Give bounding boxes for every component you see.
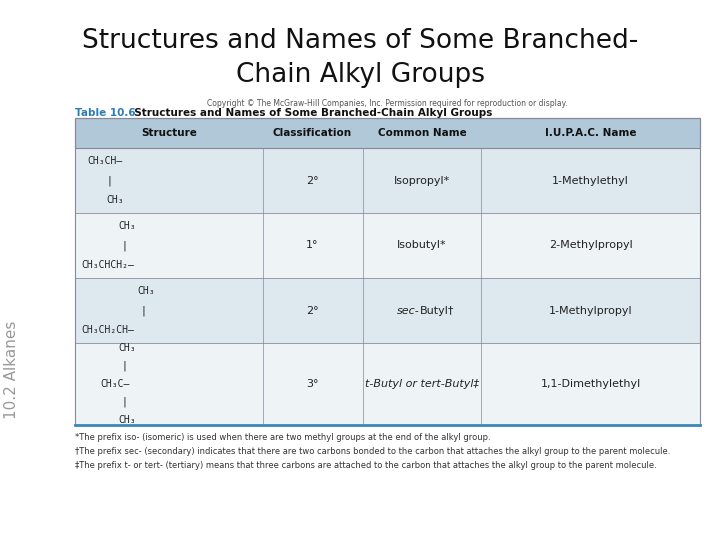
Text: 3°: 3° xyxy=(306,379,319,389)
Text: Common Name: Common Name xyxy=(377,128,467,138)
Text: |: | xyxy=(107,176,112,186)
Text: Structures and Names of Some Branched-: Structures and Names of Some Branched- xyxy=(82,28,638,54)
Bar xyxy=(75,148,700,213)
Text: CH₃: CH₃ xyxy=(138,286,155,296)
Text: 1-Methylethyl: 1-Methylethyl xyxy=(552,176,629,186)
Text: sec-: sec- xyxy=(397,306,420,315)
Text: CH₃: CH₃ xyxy=(119,221,136,231)
Text: |: | xyxy=(122,240,127,251)
Text: |: | xyxy=(122,397,127,407)
Text: 2°: 2° xyxy=(306,176,319,186)
Bar xyxy=(75,118,700,148)
Text: 2°: 2° xyxy=(306,306,319,315)
Text: Classification: Classification xyxy=(273,128,352,138)
Text: 10.2 Alkanes: 10.2 Alkanes xyxy=(4,321,19,419)
Text: ‡The prefix t- or tert- (tertiary) means that three carbons are attached to the : ‡The prefix t- or tert- (tertiary) means… xyxy=(75,461,657,470)
Text: |: | xyxy=(122,361,127,371)
Text: Structure: Structure xyxy=(141,128,197,138)
Text: CH₃: CH₃ xyxy=(119,343,136,353)
Bar xyxy=(75,118,700,425)
Text: CH₃CH₂CH—: CH₃CH₂CH— xyxy=(81,325,134,335)
Text: Isobutyl*: Isobutyl* xyxy=(397,240,446,251)
Text: CH₃C—: CH₃C— xyxy=(100,379,130,389)
Text: 2-Methylpropyl: 2-Methylpropyl xyxy=(549,240,632,251)
Text: *The prefix iso- (isomeric) is used when there are two methyl groups at the end : *The prefix iso- (isomeric) is used when… xyxy=(75,433,490,442)
Bar xyxy=(75,278,700,343)
Bar xyxy=(75,213,700,278)
Text: CH₃CH—: CH₃CH— xyxy=(88,156,122,166)
Text: I.U.P.A.C. Name: I.U.P.A.C. Name xyxy=(545,128,636,138)
Bar xyxy=(75,343,700,425)
Text: 1,1-Dimethylethyl: 1,1-Dimethylethyl xyxy=(541,379,641,389)
Text: Table 10.6: Table 10.6 xyxy=(75,107,135,118)
Text: Butyl†: Butyl† xyxy=(420,306,454,315)
Text: t-Butyl or tert-Butyl‡: t-Butyl or tert-Butyl‡ xyxy=(365,379,479,389)
Text: †The prefix sec- (secondary) indicates that there are two carbons bonded to the : †The prefix sec- (secondary) indicates t… xyxy=(75,447,670,456)
Text: Chain Alkyl Groups: Chain Alkyl Groups xyxy=(235,62,485,88)
Text: |: | xyxy=(140,305,146,316)
Text: CH₃CHCH₂—: CH₃CHCH₂— xyxy=(81,260,134,270)
Text: CH₃: CH₃ xyxy=(107,195,124,205)
Text: Structures and Names of Some Branched-Chain Alkyl Groups: Structures and Names of Some Branched-Ch… xyxy=(127,107,492,118)
Text: Copyright © The McGraw-Hill Companies, Inc. Permission required for reproduction: Copyright © The McGraw-Hill Companies, I… xyxy=(207,99,567,108)
Text: 1°: 1° xyxy=(306,240,319,251)
Text: CH₃: CH₃ xyxy=(119,415,136,425)
Text: 1-Methylpropyl: 1-Methylpropyl xyxy=(549,306,632,315)
Text: Isopropyl*: Isopropyl* xyxy=(394,176,450,186)
